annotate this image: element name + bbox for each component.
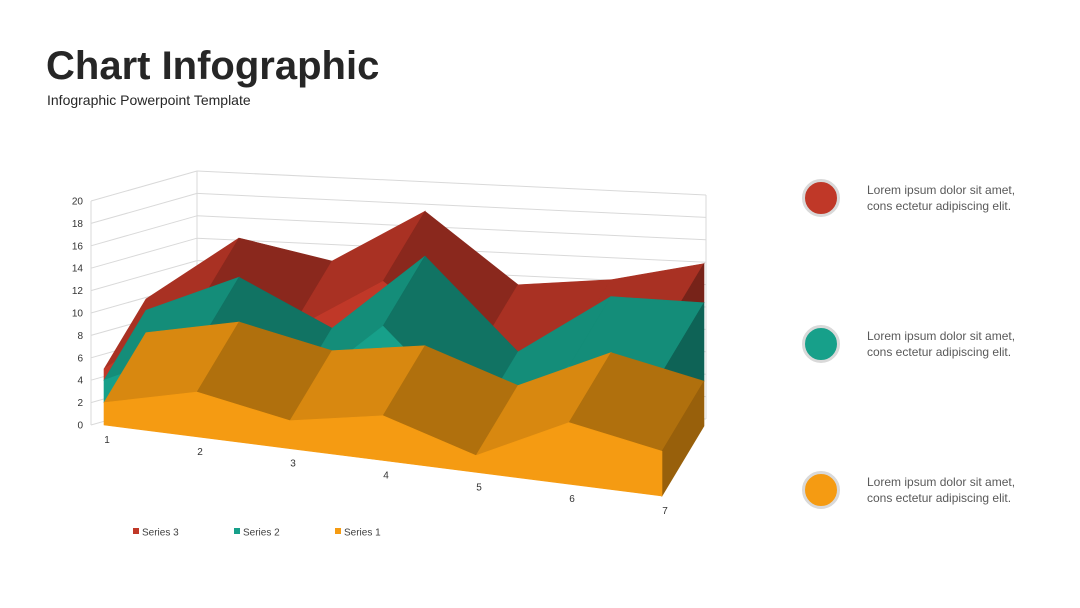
side-gridline (90, 170, 198, 202)
side-text-3-line1: Lorem ipsum dolor sit amet, (867, 475, 1016, 489)
x-tick-label: 5 (476, 482, 482, 493)
back-gridline (196, 192, 707, 218)
page-title: Chart Infographic (46, 44, 380, 88)
legend-swatch (335, 528, 341, 534)
x-tick-label: 7 (662, 506, 668, 517)
x-tick-label: 3 (290, 459, 296, 470)
side-dot-icon-2 (802, 325, 840, 363)
side-gridline (90, 237, 198, 269)
x-tick-label: 6 (569, 494, 575, 505)
back-gridline (196, 170, 707, 196)
legend-swatch (234, 528, 240, 534)
side-dot-icon-1 (802, 179, 840, 217)
y-tick-label: 20 (72, 197, 84, 208)
side-text-2-line1: Lorem ipsum dolor sit amet, (867, 329, 1016, 343)
y-tick-label: 12 (72, 286, 84, 297)
page-subtitle: Infographic Powerpoint Template (47, 92, 251, 108)
side-text-3: Lorem ipsum dolor sit amet, cons ectetur… (867, 474, 1047, 506)
side-item-1: Lorem ipsum dolor sit amet, cons ectetur… (802, 179, 1047, 217)
legend-label: Series 1 (344, 528, 381, 539)
side-text-2-line2: cons ectetur adipiscing elit. (867, 345, 1012, 359)
side-item-3: Lorem ipsum dolor sit amet, cons ectetur… (802, 471, 1047, 509)
x-tick-label: 1 (104, 435, 110, 446)
y-tick-label: 14 (72, 264, 84, 275)
x-tick-label: 2 (197, 447, 203, 458)
y-tick-label: 10 (72, 309, 84, 320)
side-text-2: Lorem ipsum dolor sit amet, cons ectetur… (867, 328, 1047, 360)
side-gridline (90, 215, 198, 247)
side-item-2: Lorem ipsum dolor sit amet, cons ectetur… (802, 325, 1047, 363)
legend-label: Series 3 (142, 528, 179, 539)
side-text-1-line1: Lorem ipsum dolor sit amet, (867, 183, 1016, 197)
y-tick-label: 0 (77, 421, 83, 432)
legend-label: Series 2 (243, 528, 280, 539)
series-1-front-face (103, 391, 663, 497)
y-tick-label: 8 (77, 331, 83, 342)
side-text-1: Lorem ipsum dolor sit amet, cons ectetur… (867, 182, 1047, 214)
side-gridline (90, 260, 198, 292)
side-dot-icon-3 (802, 471, 840, 509)
side-text-3-line2: cons ectetur adipiscing elit. (867, 491, 1012, 505)
back-gridline (196, 215, 707, 241)
y-tick-label: 4 (77, 376, 83, 387)
legend-swatch (133, 528, 139, 534)
y-tick-label: 6 (77, 353, 83, 364)
y-tick-label: 18 (72, 219, 84, 230)
x-tick-label: 4 (383, 471, 389, 482)
y-tick-label: 2 (77, 398, 83, 409)
y-tick-label: 16 (72, 241, 84, 252)
side-text-1-line2: cons ectetur adipiscing elit. (867, 199, 1012, 213)
side-gridline (90, 192, 198, 224)
